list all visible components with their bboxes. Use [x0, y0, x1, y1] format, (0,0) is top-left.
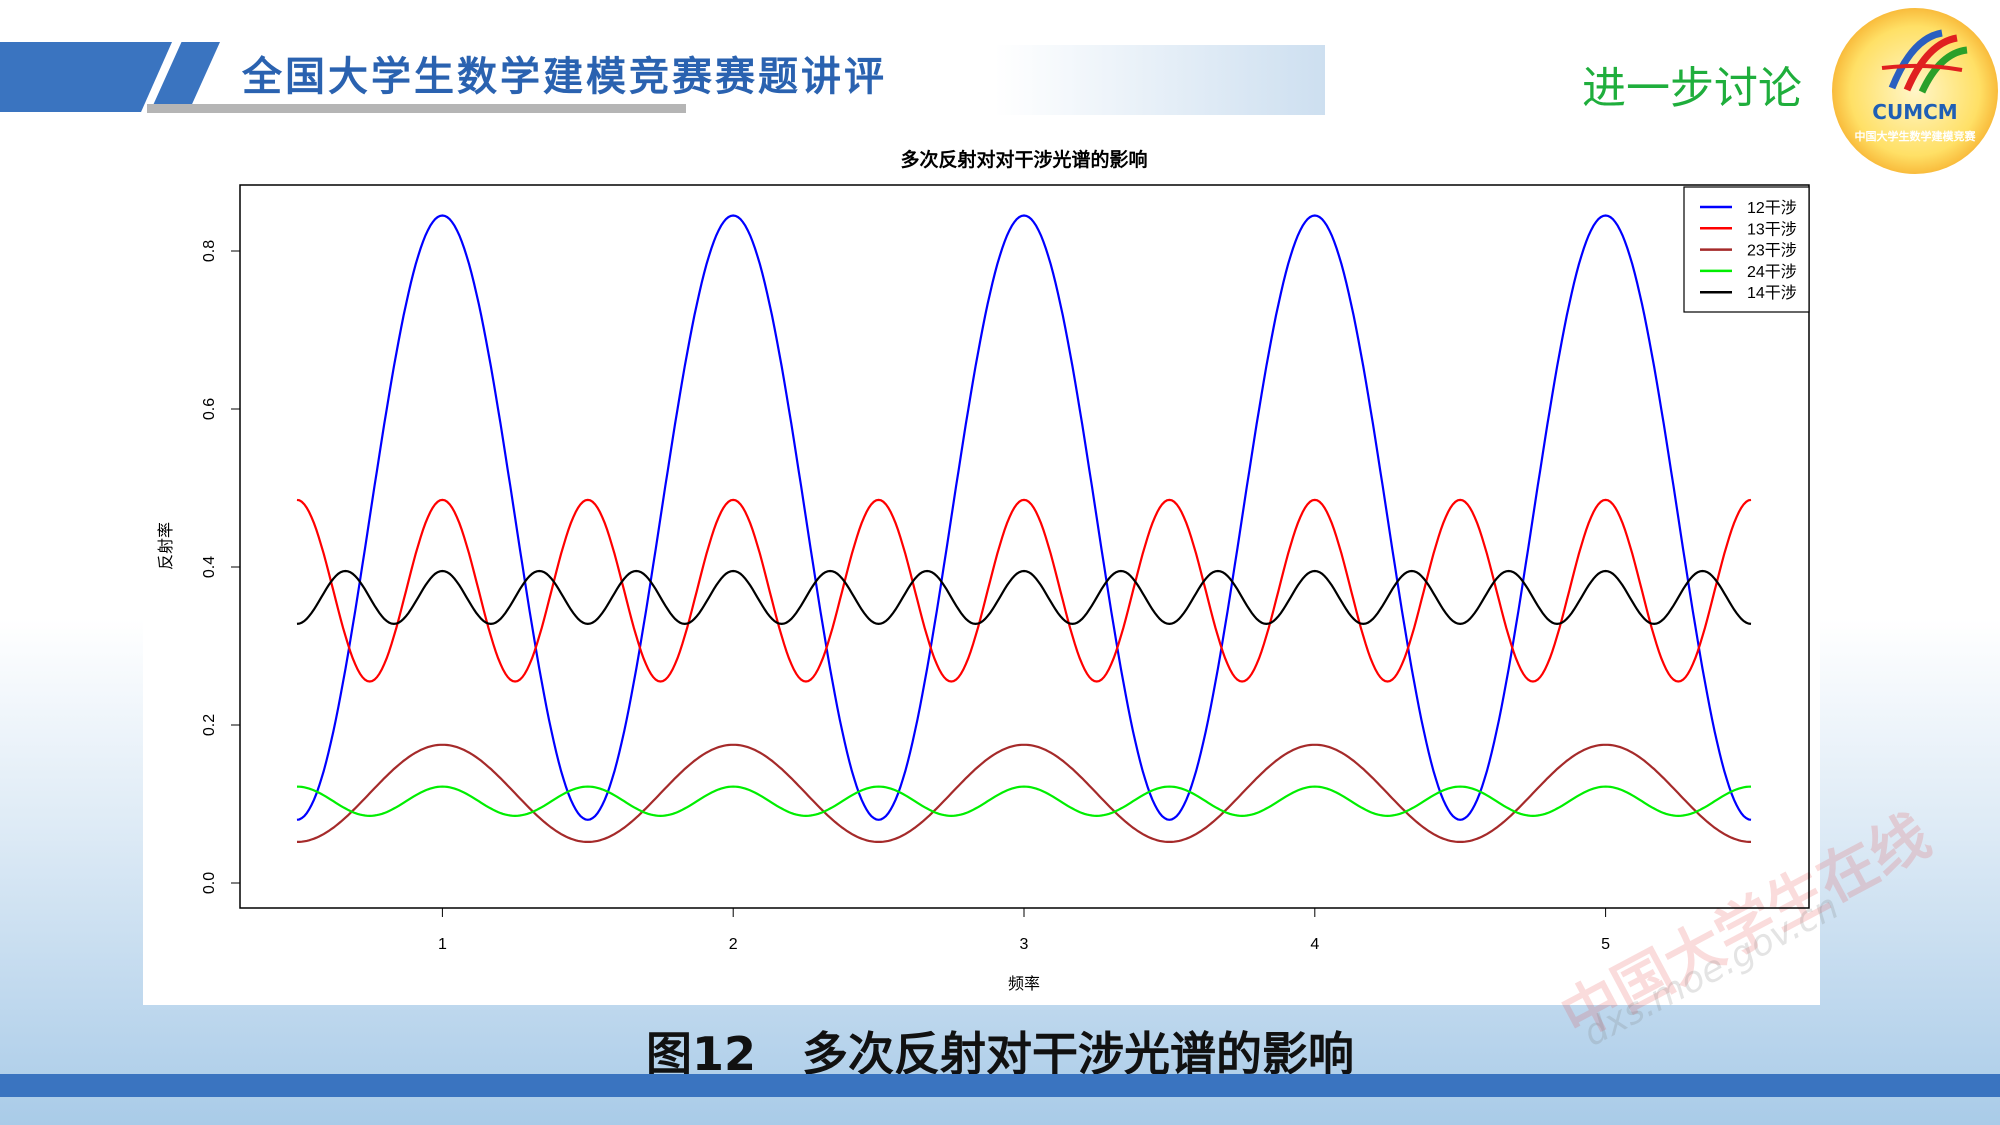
series-line-5 [296, 569, 1752, 626]
y-tick-label: 0.8 [201, 240, 218, 262]
legend-label: 14干涉 [1747, 284, 1797, 302]
x-tick-label: 1 [438, 936, 447, 953]
header-blue-block [0, 42, 172, 112]
x-tick-label: 5 [1601, 936, 1610, 953]
x-axis-label: 频率 [1008, 975, 1040, 993]
series-line-2 [296, 498, 1752, 683]
x-tick-label: 4 [1310, 936, 1319, 953]
cumcm-logo: CUMCM 中国大学生数学建模竞赛 [1832, 8, 1998, 174]
legend-label: 12干涉 [1747, 199, 1797, 217]
x-tick-label: 3 [1020, 936, 1029, 953]
y-tick-label: 0.4 [201, 556, 218, 578]
header-gray-bar [147, 104, 686, 113]
footer-band [0, 1074, 2000, 1097]
logo-ribbons-icon [1881, 29, 1968, 94]
legend: 12干涉 13干涉 23干涉 24干涉 14干涉 [1683, 186, 1810, 313]
series-line-1 [296, 214, 1752, 821]
logo-text: CUMCM [1872, 100, 1958, 124]
series-line-3 [297, 743, 1751, 843]
figure-caption: 图12 多次反射对干涉光谱的影响 [645, 1027, 1354, 1081]
header-gradient [995, 45, 1325, 115]
series-line-4 [296, 785, 1752, 818]
chart-title: 多次反射对对干涉光谱的影响 [900, 148, 1147, 171]
legend-label: 24干涉 [1747, 263, 1797, 281]
section-title: 进一步讨论 [1582, 63, 1802, 114]
y-axis-label: 反射率 [157, 522, 175, 570]
header-title: 全国大学生数学建模竞赛赛题讲评 [242, 53, 887, 100]
y-tick-label: 0.6 [201, 398, 218, 420]
logo-subtitle: 中国大学生数学建模竞赛 [1854, 130, 1976, 143]
x-tick-label: 2 [729, 936, 738, 953]
legend-label: 23干涉 [1747, 242, 1797, 260]
legend-label: 13干涉 [1747, 220, 1797, 238]
y-tick-label: 0.0 [201, 872, 218, 894]
y-tick-label: 0.2 [201, 714, 218, 736]
chart-panel [143, 128, 1820, 1005]
